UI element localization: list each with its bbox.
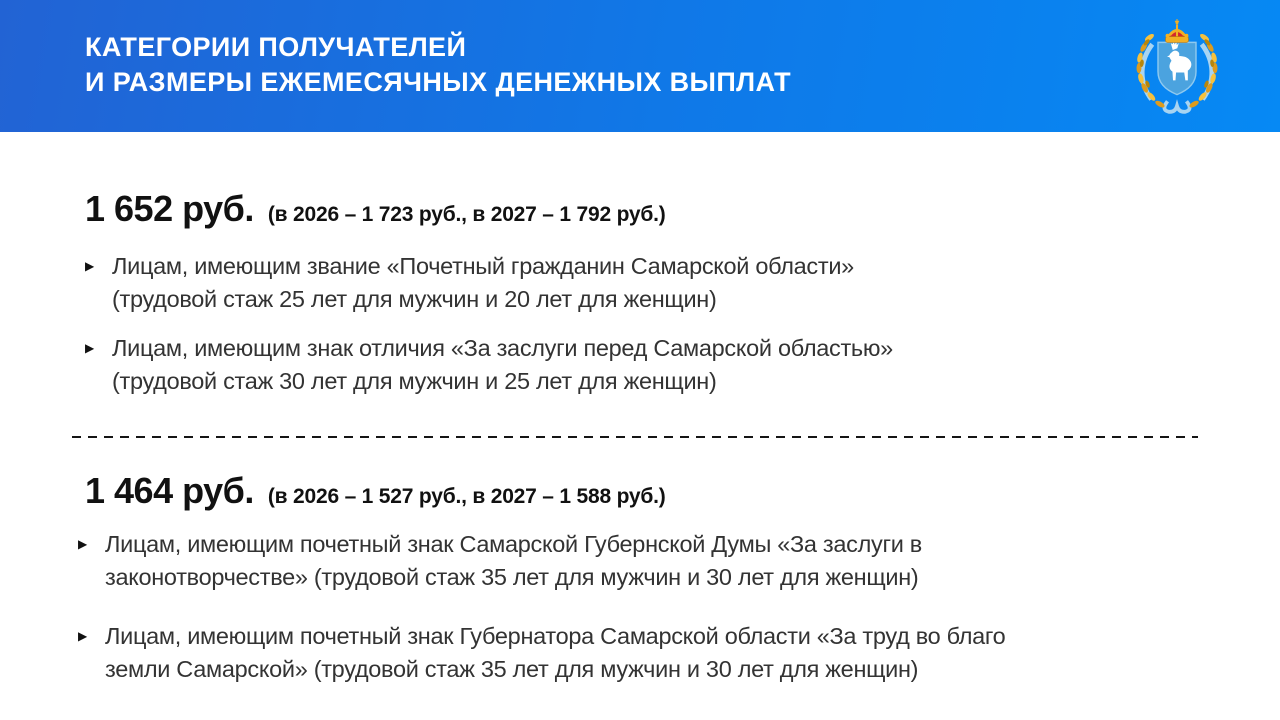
wreath-left bbox=[1136, 33, 1165, 108]
section-divider bbox=[72, 436, 1198, 438]
amount-row: 1 464 руб. (в 2026 – 1 527 руб., в 2027 … bbox=[85, 470, 1190, 512]
benefit-item-text: Лицам, имеющим знак отличия «За заслуги … bbox=[112, 335, 893, 394]
benefit-list: ▶ Лицам, имеющим звание «Почетный гражда… bbox=[85, 250, 1190, 398]
benefit-item: ▶ Лицам, имеющим знак отличия «За заслуг… bbox=[85, 332, 1190, 398]
triangle-bullet-icon: ▶ bbox=[85, 259, 95, 273]
slide-header: КАТЕГОРИИ ПОЛУЧАТЕЛЕЙ И РАЗМЕРЫ ЕЖЕМЕСЯЧ… bbox=[0, 0, 1280, 132]
benefit-item-text: Лицам, имеющим звание «Почетный граждани… bbox=[112, 253, 854, 312]
page-title-line1: КАТЕГОРИИ ПОЛУЧАТЕЛЕЙ bbox=[85, 32, 467, 62]
payment-forecast: (в 2026 – 1 723 руб., в 2027 – 1 792 руб… bbox=[267, 203, 666, 226]
payment-section-1464: 1 464 руб. (в 2026 – 1 527 руб., в 2027 … bbox=[78, 470, 1190, 686]
goat bbox=[1167, 41, 1192, 81]
crown bbox=[1165, 19, 1189, 43]
benefit-item-text: Лицам, имеющим почетный знак Губернатора… bbox=[105, 623, 1006, 682]
slide-body: 1 652 руб. (в 2026 – 1 723 руб., в 2027 … bbox=[0, 132, 1280, 720]
benefit-item: ▶ Лицам, имеющим почетный знак Губернато… bbox=[78, 620, 1190, 686]
samara-coat-of-arms-icon bbox=[1120, 18, 1234, 118]
payment-amount: 1 464 руб. bbox=[85, 470, 254, 511]
triangle-bullet-icon: ▶ bbox=[78, 537, 88, 551]
triangle-bullet-icon: ▶ bbox=[78, 629, 88, 643]
benefit-list: ▶ Лицам, имеющим почетный знак Самарской… bbox=[78, 528, 1190, 686]
payment-amount: 1 652 руб. bbox=[85, 188, 254, 229]
page-title: КАТЕГОРИИ ПОЛУЧАТЕЛЕЙ И РАЗМЕРЫ ЕЖЕМЕСЯЧ… bbox=[85, 30, 791, 100]
benefit-item-text: Лицам, имеющим почетный знак Самарской Г… bbox=[105, 531, 922, 590]
payment-section-1652: 1 652 руб. (в 2026 – 1 723 руб., в 2027 … bbox=[85, 188, 1190, 398]
wreath-right bbox=[1189, 33, 1218, 108]
benefit-item: ▶ Лицам, имеющим звание «Почетный гражда… bbox=[85, 250, 1190, 316]
payment-forecast: (в 2026 – 1 527 руб., в 2027 – 1 588 руб… bbox=[267, 485, 666, 508]
benefit-item: ▶ Лицам, имеющим почетный знак Самарской… bbox=[78, 528, 1190, 594]
page-title-line2: И РАЗМЕРЫ ЕЖЕМЕСЯЧНЫХ ДЕНЕЖНЫХ ВЫПЛАТ bbox=[85, 67, 791, 97]
amount-row: 1 652 руб. (в 2026 – 1 723 руб., в 2027 … bbox=[85, 188, 1190, 230]
triangle-bullet-icon: ▶ bbox=[85, 341, 95, 355]
